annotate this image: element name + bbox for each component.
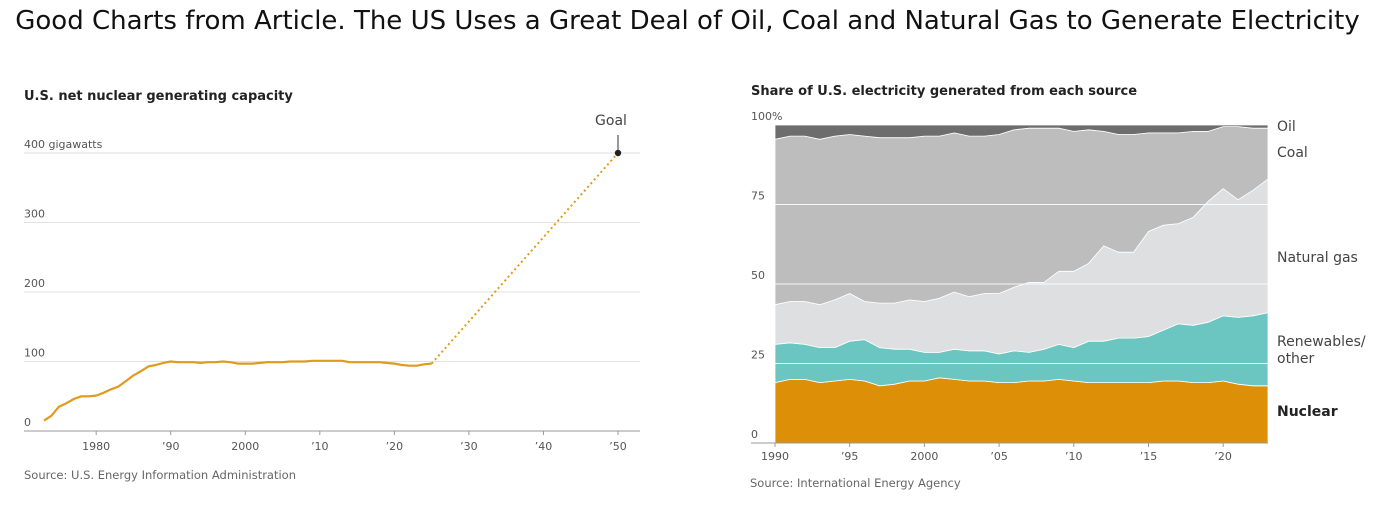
right-x-tick-label: ’10 [1065, 450, 1083, 463]
right-y-tick-label: 0 [751, 428, 758, 441]
goal-projection-line [430, 152, 619, 365]
right-legend: Nuclear Renewables/other Natural gas Coal Oi… [1277, 119, 1366, 420]
right-x-tick-label: 2000 [910, 450, 938, 463]
electricity-share-chart: Share of U.S. electricity generated from… [750, 84, 1366, 490]
legend-label-renewables-other: Renewables/other [1277, 334, 1366, 367]
left-source: Source: U.S. Energy Information Administ… [24, 468, 296, 482]
right-chart-title: Share of U.S. electricity generated from… [751, 84, 1137, 99]
left-y-tick-label: 0 [24, 416, 31, 429]
left-x-tick-label: 1980 [82, 440, 110, 453]
legend-label-oil: Oil [1277, 119, 1296, 135]
nuclear-capacity-chart: U.S. net nuclear generating capacity 0 10… [24, 89, 640, 482]
left-y-tick-label: 100 [24, 347, 45, 360]
right-x-tick-label: ’05 [990, 450, 1008, 463]
nuclear-capacity-line [43, 359, 432, 422]
legend-label-coal: Coal [1277, 145, 1308, 161]
right-x-tick-label: ’15 [1140, 450, 1158, 463]
right-y-tick-label: 25 [751, 349, 765, 362]
right-x-tick-label: 1990 [761, 450, 789, 463]
left-y-tick-label: 400 gigawatts [24, 138, 103, 151]
left-x-tick-label: ’90 [162, 440, 180, 453]
page-title: Good Charts from Article. The US Uses a … [15, 6, 1360, 36]
left-x-tick-label: 2000 [231, 440, 259, 453]
left-x-tick-label: ’50 [609, 440, 627, 453]
left-x-tick-label: ’30 [460, 440, 478, 453]
left-x-axis: 1980 ’90 2000 ’10 ’20 ’30 ’40 ’50 [82, 431, 627, 453]
right-y-tick-label: 50 [751, 269, 765, 282]
left-x-tick-label: ’40 [535, 440, 553, 453]
area-nuclear [774, 377, 1269, 444]
area-oil [774, 124, 1269, 140]
left-y-axis: 0 100 200 300 400 gigawatts [24, 138, 103, 429]
right-y-tick-label: 100% [751, 110, 782, 123]
left-chart-title: U.S. net nuclear generating capacity [24, 89, 293, 104]
right-gridlines [751, 204, 1268, 444]
right-source: Source: International Energy Agency [750, 476, 961, 490]
left-x-tick-label: ’10 [311, 440, 329, 453]
legend-label-natural-gas: Natural gas [1277, 250, 1358, 266]
right-x-axis: 1990 ’95 2000 ’05 ’10 ’15 ’20 [761, 443, 1232, 463]
goal-marker [614, 149, 622, 157]
goal-label: Goal [595, 113, 627, 129]
legend-label-nuclear: Nuclear [1277, 404, 1338, 420]
left-y-tick-label: 200 [24, 277, 45, 290]
right-y-axis: 0 25 50 75 100% [751, 110, 782, 441]
left-x-tick-label: ’20 [386, 440, 404, 453]
right-stacked-areas [774, 124, 1269, 444]
right-x-tick-label: ’95 [841, 450, 859, 463]
left-y-tick-label: 300 [24, 208, 45, 221]
right-x-tick-label: ’20 [1214, 450, 1232, 463]
left-series: Goal [43, 113, 627, 422]
right-y-tick-label: 75 [751, 190, 765, 203]
left-gridlines [24, 152, 640, 432]
